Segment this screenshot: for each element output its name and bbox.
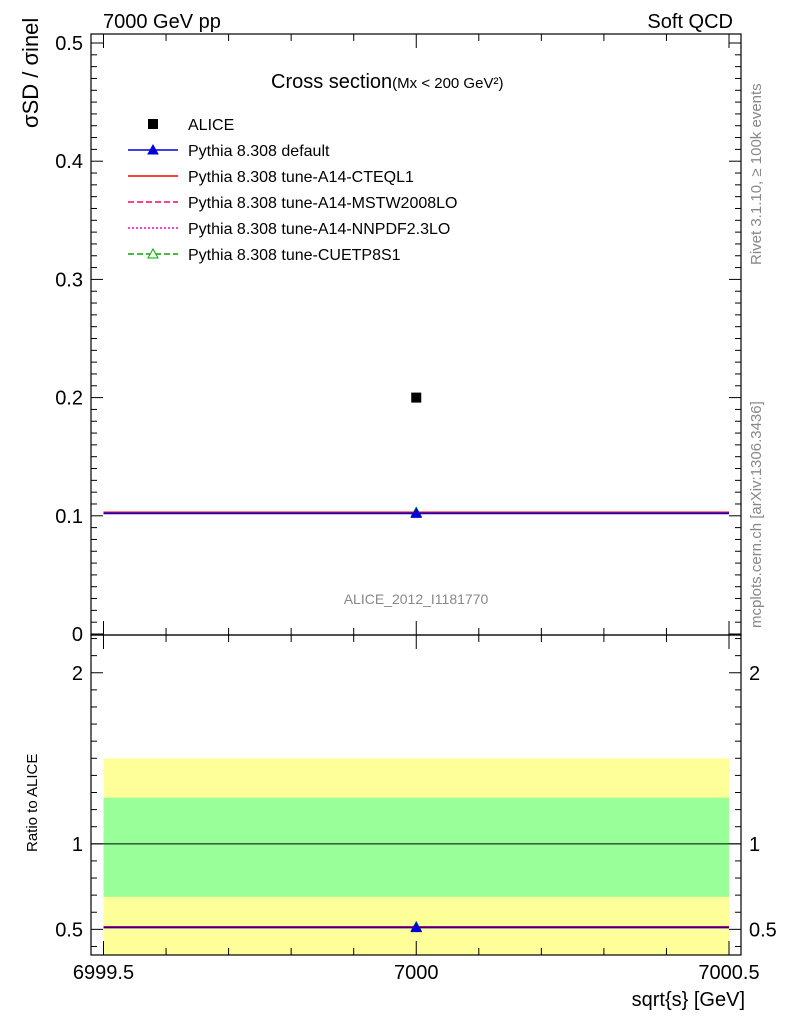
ratio-y-tick-label-left-0: 0.5 xyxy=(55,919,83,941)
main-y-tick-label-5: 0.5 xyxy=(55,33,83,55)
x-tick-label-2: 7000.5 xyxy=(698,962,759,984)
main-y-tick-label-0: 0 xyxy=(72,624,83,646)
analysis-label: ALICE_2012_I1181770 xyxy=(344,591,489,607)
chart-title: Cross section(Mx < 200 GeV²) xyxy=(271,71,503,93)
series-layer xyxy=(103,506,729,933)
series-marker-main-0 xyxy=(410,507,423,518)
ratio-y-tick-label-right-2: 2 xyxy=(749,663,760,685)
legend-label-3: Pythia 8.308 tune-A14-NNPDF2.3LO xyxy=(188,221,450,238)
axes-layer: 0 0.1 0.2 0.3 0.4 0.5 0.5 0.5 1 1 2 2 6999.5 7000 7000… xyxy=(55,33,777,984)
x-tick-label-1: 7000 xyxy=(394,962,439,984)
ratio-y-tick-label-left-2: 2 xyxy=(72,663,83,685)
ratio-y-tick-label-left-1: 1 xyxy=(72,834,83,856)
main-y-tick-label-2: 0.2 xyxy=(55,388,83,410)
main-y-axis-label: σSD / σinel xyxy=(18,18,43,128)
main-y-tick-label-3: 0.3 xyxy=(55,269,83,291)
x-axis-label: sqrt{s} [GeV] xyxy=(632,989,745,1011)
x-tick-label-0: 6999.5 xyxy=(73,962,134,984)
series-marker-ratio-0 xyxy=(410,921,423,933)
data-layer xyxy=(411,392,422,403)
legend: ALICE Pythia 8.308 default Pythia 8.308 tu… xyxy=(128,117,457,264)
legend-marker-0 xyxy=(147,143,159,155)
main-y-tick-label-1: 0.1 xyxy=(55,506,83,528)
mcplots-label: mcplots.cern.ch [arXiv:1306.3436] xyxy=(748,401,765,628)
legend-label-alice: ALICE xyxy=(188,117,234,134)
legend-marker-4 xyxy=(147,247,159,259)
legend-label-0: Pythia 8.308 default xyxy=(188,143,330,160)
header-left-label: 7000 GeV pp xyxy=(103,11,221,33)
ratio-stat-band xyxy=(103,797,729,897)
ratio-y-tick-label-right-1: 1 xyxy=(749,834,760,856)
legend-label-1: Pythia 8.308 tune-A14-CTEQL1 xyxy=(188,169,414,186)
header-right-label: Soft QCD xyxy=(647,11,733,33)
legend-label-2: Pythia 8.308 tune-A14-MSTW2008LO xyxy=(188,195,457,212)
main-y-tick-label-4: 0.4 xyxy=(55,151,83,173)
legend-label-4: Pythia 8.308 tune-CUETP8S1 xyxy=(188,247,401,264)
ratio-y-axis-label: Ratio to ALICE xyxy=(24,754,41,852)
ratio-y-tick-label-right-0: 0.5 xyxy=(749,919,777,941)
data-point-alice xyxy=(411,392,422,403)
rivet-label: Rivet 3.1.10, ≥ 100k events xyxy=(748,83,765,265)
legend-marker-alice xyxy=(148,119,158,129)
